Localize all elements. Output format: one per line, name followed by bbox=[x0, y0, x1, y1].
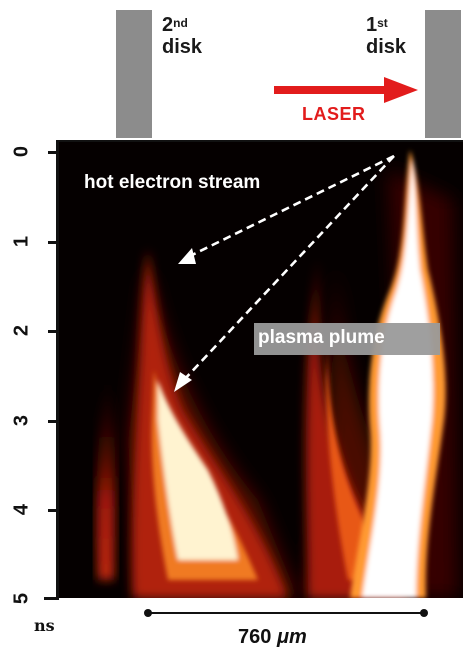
plot-top-border bbox=[58, 140, 463, 142]
arrowhead-lower-icon bbox=[174, 372, 192, 392]
first-disk-label: 1st disk bbox=[366, 14, 407, 58]
y-axis-line bbox=[56, 140, 59, 600]
second-disk-bar bbox=[116, 10, 152, 138]
scale-bar-label: 760 μm bbox=[238, 626, 307, 648]
y-tick-label-5: 5 bbox=[10, 592, 33, 605]
second-disk-label: 2nd disk bbox=[162, 14, 203, 58]
arrowhead-upper-icon bbox=[178, 248, 196, 264]
laser-label: LASER bbox=[302, 104, 366, 124]
time-unit-label: ns bbox=[34, 616, 55, 635]
y-tick-0 bbox=[48, 151, 58, 154]
emission-image bbox=[58, 140, 463, 598]
y-tick-4 bbox=[48, 509, 58, 512]
y-tick-2 bbox=[48, 330, 58, 333]
y-tick-5 bbox=[44, 597, 58, 600]
first-disk-bar bbox=[425, 10, 461, 138]
y-tick-3 bbox=[48, 420, 58, 423]
plasma-plume-box bbox=[254, 323, 440, 355]
y-tick-label-4: 4 bbox=[10, 503, 33, 516]
y-tick-1 bbox=[48, 241, 58, 244]
plasma-plume-label: plasma plume bbox=[258, 327, 385, 348]
hot-electron-stream-label: hot electron stream bbox=[84, 172, 261, 193]
y-tick-label-3: 3 bbox=[10, 414, 33, 427]
laser-arrow-icon bbox=[274, 77, 418, 103]
y-tick-label-2: 2 bbox=[10, 324, 33, 337]
scale-bar bbox=[144, 609, 428, 617]
y-tick-label-0: 0 bbox=[10, 145, 33, 158]
y-tick-label-1: 1 bbox=[10, 235, 33, 248]
